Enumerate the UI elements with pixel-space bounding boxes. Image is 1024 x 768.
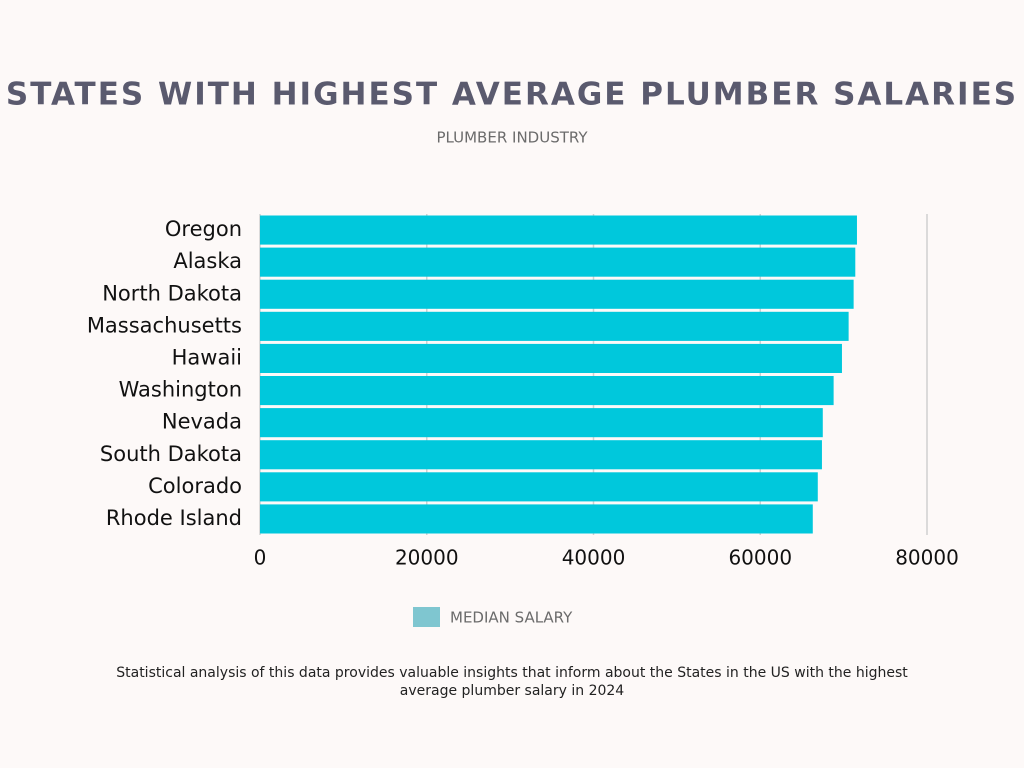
bar xyxy=(260,247,856,277)
chart-title: STATES WITH HIGHEST AVERAGE PLUMBER SALA… xyxy=(6,77,1018,113)
y-tick-label: Nevada xyxy=(162,410,242,434)
y-tick-label: North Dakota xyxy=(102,281,242,305)
chart-subtitle: PLUMBER INDUSTRY xyxy=(436,129,588,147)
bar xyxy=(260,311,849,341)
y-tick-label: Rhode Island xyxy=(106,506,242,530)
x-tick-label: 80000 xyxy=(895,546,959,570)
x-tick-label: 20000 xyxy=(395,546,459,570)
bar xyxy=(260,343,842,373)
bar xyxy=(260,504,813,534)
x-tick-label: 0 xyxy=(254,546,267,570)
y-tick-label: South Dakota xyxy=(100,442,242,466)
y-tick-label: Hawaii xyxy=(172,345,242,369)
legend-swatch xyxy=(413,607,440,627)
legend-label: MEDIAN SALARY xyxy=(450,609,573,627)
y-tick-label: Colorado xyxy=(148,474,242,498)
bar xyxy=(260,408,823,438)
bar xyxy=(260,376,834,406)
footnote: Statistical analysis of this data provid… xyxy=(116,665,908,699)
y-tick-label: Massachusetts xyxy=(87,313,242,337)
bar xyxy=(260,279,854,309)
bar xyxy=(260,215,857,245)
y-tick-label: Washington xyxy=(119,378,242,402)
x-tick-label: 60000 xyxy=(728,546,792,570)
bar xyxy=(260,440,822,470)
y-tick-label: Oregon xyxy=(165,217,242,241)
bar xyxy=(260,472,818,502)
y-tick-label: Alaska xyxy=(173,249,242,273)
x-tick-label: 40000 xyxy=(562,546,626,570)
